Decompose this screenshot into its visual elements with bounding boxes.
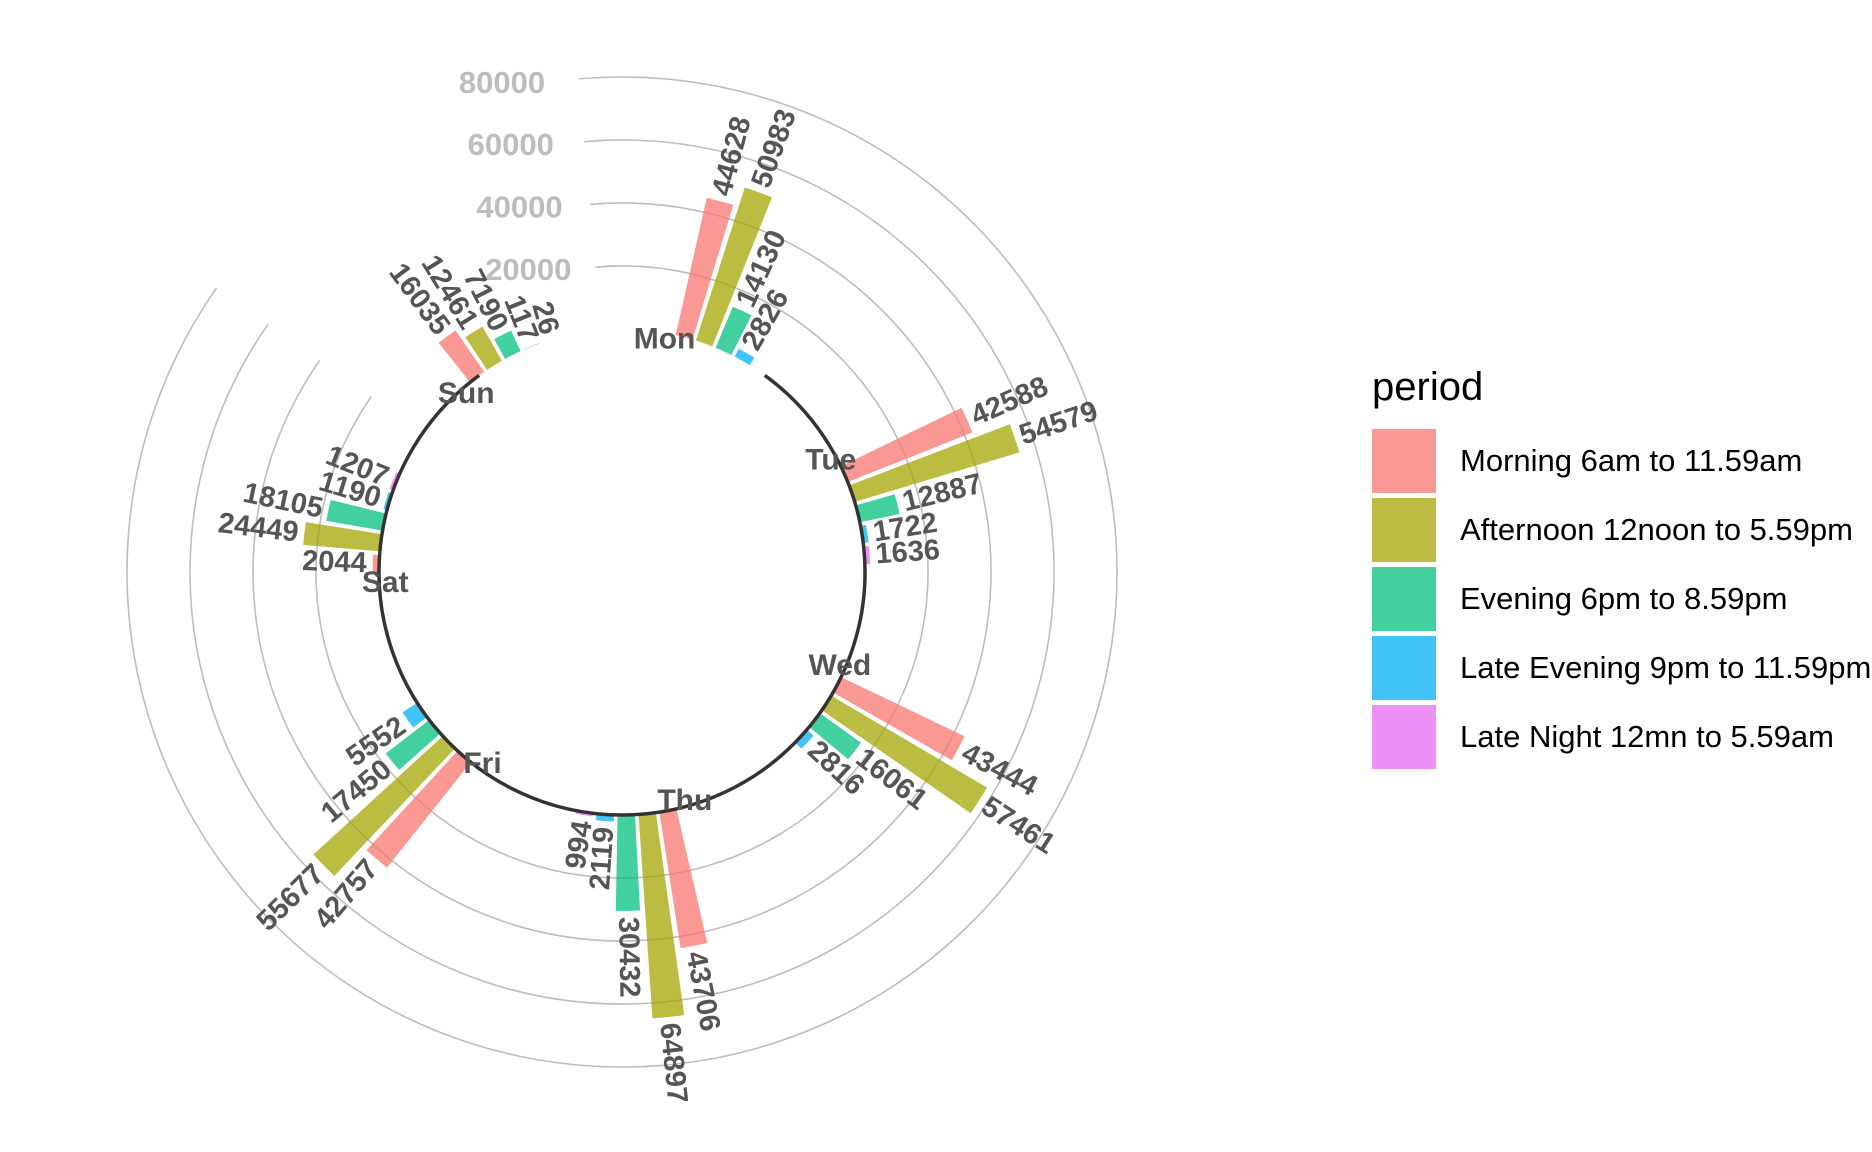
legend-item: Late Evening 9pm to 11.59pm: [1372, 633, 1871, 702]
data-label: 44628: [706, 113, 758, 199]
legend-key: [1372, 704, 1436, 769]
data-label: 43706: [679, 949, 726, 1034]
bar: [795, 729, 814, 749]
data-label: 42757: [308, 853, 385, 935]
data-label: 30432: [612, 917, 645, 998]
legend-label: Evening 6pm to 8.59pm: [1460, 580, 1788, 616]
bar: [833, 677, 965, 761]
bar: [523, 342, 541, 350]
data-label: 1636: [874, 534, 941, 570]
bar: [638, 812, 685, 1019]
bar: [855, 494, 900, 523]
bar: [402, 702, 428, 728]
bar: [821, 695, 988, 814]
data-label: 2119: [584, 826, 620, 891]
legend-key: [1372, 497, 1436, 562]
y-tick-label: 80000: [459, 65, 545, 100]
bar: [366, 750, 471, 868]
legend-label: Afternoon 12noon to 5.59pm: [1460, 511, 1853, 547]
category-label: Sat: [362, 566, 409, 599]
grid-circle: [252, 202, 992, 942]
base-ring: [377, 373, 867, 817]
bar: [734, 348, 755, 366]
chart-base-ring: [377, 373, 867, 817]
bar: [326, 499, 387, 531]
data-label: 50983: [745, 105, 802, 192]
bar: [840, 407, 973, 483]
bar: [809, 713, 861, 760]
bar: [543, 336, 561, 343]
legend-key: [1372, 428, 1436, 493]
category-label: Thu: [657, 784, 712, 817]
category-label: Tue: [805, 443, 856, 476]
bar: [385, 720, 441, 770]
bar: [465, 326, 502, 370]
bar: [849, 424, 1020, 502]
y-tick-label: 60000: [468, 127, 554, 162]
bar: [675, 197, 734, 340]
y-tick-label: 20000: [485, 252, 571, 287]
grid-circle: [315, 265, 929, 879]
legend-item: Afternoon 12noon to 5.59pm: [1372, 495, 1871, 564]
bar: [715, 306, 752, 356]
data-label: 55677: [251, 858, 331, 937]
legend-item: Morning 6am to 11.59am: [1372, 426, 1871, 495]
legend-label: Morning 6am to 11.59am: [1460, 442, 1803, 478]
bar: [438, 330, 485, 383]
legend-item: Evening 6pm to 8.59pm: [1372, 564, 1871, 633]
grid-circle: [189, 139, 1055, 1005]
data-label: 994: [560, 819, 599, 872]
legend-key: [1372, 635, 1436, 700]
legend: period Morning 6am to 11.59am Afternoon 1…: [1372, 365, 1871, 771]
category-label: Wed: [808, 649, 871, 682]
legend-label: Late Evening 9pm to 11.59pm: [1460, 649, 1872, 685]
category-label: Sun: [438, 377, 495, 410]
bar: [659, 808, 708, 949]
chart-grid: [126, 76, 1118, 1068]
bar: [615, 814, 641, 911]
bar: [313, 736, 455, 876]
data-label: 64897: [653, 1021, 693, 1105]
legend-label: Late Night 12mn to 5.59am: [1460, 718, 1834, 754]
y-tick-label: 40000: [476, 190, 562, 225]
bar: [303, 522, 382, 552]
legend-items: Morning 6am to 11.59am Afternoon 12noon t…: [1372, 426, 1871, 771]
category-label: Fri: [463, 747, 501, 780]
bar: [695, 187, 772, 347]
data-label: 57461: [976, 790, 1061, 860]
data-label: 2044: [302, 545, 368, 579]
bar: [494, 330, 521, 359]
category-label: Mon: [634, 322, 696, 355]
legend-item: Late Night 12mn to 5.59am: [1372, 702, 1871, 771]
grid-circle: [126, 76, 1118, 1068]
legend-title: period: [1372, 365, 1484, 409]
legend-key: [1372, 566, 1436, 631]
